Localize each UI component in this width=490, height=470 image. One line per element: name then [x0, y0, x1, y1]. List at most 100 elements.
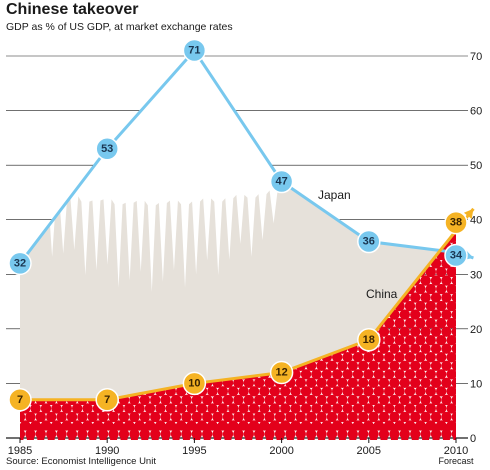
crowd-person — [347, 394, 358, 406]
crowd-person — [337, 411, 348, 423]
crowd-person — [353, 216, 363, 226]
crowd-person — [264, 411, 275, 423]
y-tick-label-60: 60 — [470, 106, 482, 118]
crowd-person — [139, 394, 150, 406]
crowd-person — [426, 216, 436, 226]
crowd-person — [441, 326, 452, 337]
crowd-person — [326, 360, 338, 371]
crowd-person — [420, 326, 431, 337]
crowd-person — [238, 403, 249, 414]
data-label-china-1990: 7 — [104, 394, 110, 406]
x-tick-label-2010: 2010 — [444, 445, 468, 457]
crowd-person — [399, 360, 410, 371]
crowd-person — [399, 411, 410, 423]
crowd-person — [61, 403, 72, 414]
data-label-china-2005: 18 — [363, 334, 375, 346]
crowd-person-body — [141, 424, 149, 440]
crowd-person — [436, 232, 447, 244]
crowd-person-body — [182, 424, 190, 440]
crowd-person — [207, 403, 218, 414]
crowd-person — [363, 352, 374, 363]
crowd-person — [415, 403, 426, 414]
crowd-person — [415, 283, 426, 295]
crowd-person — [233, 394, 244, 406]
crowd-person — [457, 335, 467, 345]
snow-shape — [20, 50, 278, 293]
crowd-person — [238, 386, 249, 397]
crowd-person-body — [401, 424, 409, 440]
crowd-person — [342, 386, 353, 397]
crowd-person — [384, 317, 395, 329]
crowd-person — [280, 403, 291, 414]
y-tick-label-30: 30 — [470, 269, 482, 281]
crowd-person-body — [99, 424, 107, 440]
data-marker-japan-2000 — [269, 169, 294, 194]
crowd-person — [332, 352, 343, 363]
crowd-person — [436, 266, 447, 278]
crowd-person — [332, 369, 343, 380]
crowd-person — [430, 394, 442, 406]
crowd-person — [430, 343, 442, 354]
crowd-person — [425, 266, 436, 278]
crowd-person — [404, 232, 416, 244]
crowd-person-body — [276, 424, 284, 440]
crowd-person — [410, 326, 421, 337]
crowd-person — [212, 411, 223, 423]
crowd-person — [248, 386, 260, 397]
crowd-person — [436, 369, 447, 380]
crowd-person — [389, 394, 400, 406]
crowd-person — [191, 394, 202, 406]
crowd-person — [425, 386, 436, 397]
crowd-person-body — [349, 424, 357, 440]
crowd-person — [233, 411, 244, 423]
crowd-person — [170, 411, 182, 423]
data-label-china-1995: 10 — [188, 377, 200, 389]
series-arrow-china — [463, 208, 474, 219]
x-tick-label-1995: 1995 — [182, 445, 206, 457]
data-marker-china-2000 — [269, 360, 294, 385]
crowd-person — [108, 411, 119, 423]
chart-source: Source: Economist Intelligence Unit — [6, 456, 156, 467]
crowd-person — [441, 309, 452, 320]
crowd-person — [415, 216, 425, 226]
crowd-person — [321, 369, 332, 380]
data-label-japan-1985: 32 — [14, 257, 26, 269]
crowd-person — [399, 309, 410, 320]
crowd-person-body — [266, 424, 274, 440]
crowd-person — [98, 411, 109, 423]
chart-title: Chinese takeover — [6, 1, 139, 18]
crowd-person — [394, 317, 405, 329]
crowd-person — [254, 411, 265, 423]
crowd-person — [457, 284, 467, 294]
crowd-person — [217, 386, 228, 397]
y-tick-label-40: 40 — [470, 215, 482, 227]
crowd-person-body — [370, 424, 378, 440]
y-axis-ticks: 0 10 20 30 40 50 60 70 — [470, 51, 482, 445]
crowd-person — [399, 394, 410, 406]
data-marker-china-1985 — [8, 388, 32, 412]
crowd-person — [202, 394, 213, 406]
crowd-person — [436, 283, 447, 295]
crowd-person — [378, 360, 390, 371]
crowd-person — [290, 386, 301, 397]
crowd-person — [285, 411, 296, 423]
y-tick-label-70: 70 — [470, 51, 482, 63]
crowd-person-body — [120, 424, 128, 440]
crowd-person — [415, 352, 426, 363]
crowd-person — [436, 386, 447, 397]
crowd-person — [25, 411, 36, 423]
crowd-person — [181, 394, 192, 406]
crowd-person — [378, 377, 390, 389]
crowd-person — [274, 411, 286, 423]
crowd-person — [389, 360, 400, 371]
crowd-person — [457, 267, 467, 277]
crowd-person — [30, 216, 40, 226]
crowd-person — [451, 275, 456, 286]
crowd-person — [441, 292, 452, 303]
crowd-person — [378, 394, 390, 406]
data-marker-japan-2005 — [357, 229, 381, 254]
crowd-person-body — [47, 424, 55, 440]
crowd-person — [155, 403, 166, 414]
crowd-person — [326, 411, 338, 423]
